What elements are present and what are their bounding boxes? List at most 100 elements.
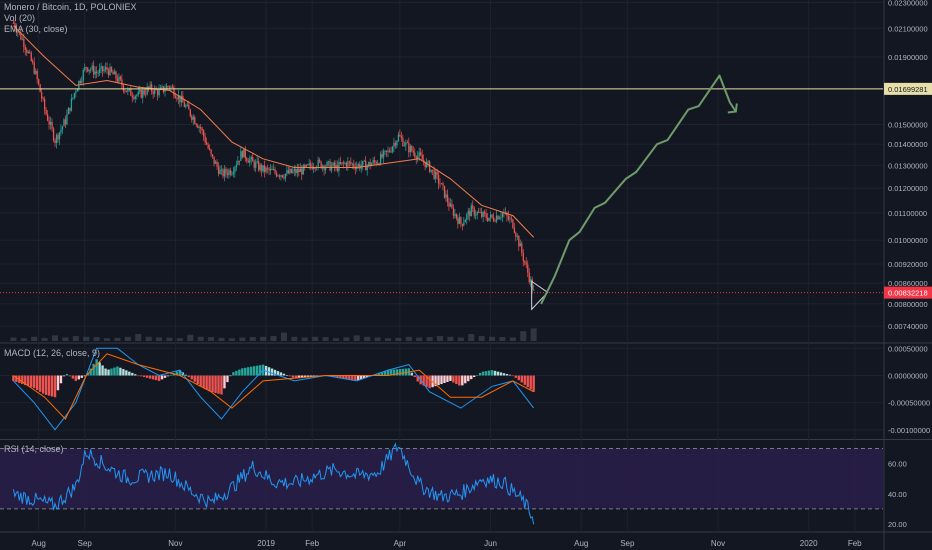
candle-body — [262, 165, 264, 172]
macd-title[interactable]: MACD (12, 26, close, 9) — [4, 348, 101, 358]
candle-body — [376, 163, 379, 165]
candle-body — [455, 213, 458, 219]
macd-histogram-bar — [125, 370, 128, 376]
candle-body — [363, 160, 365, 162]
candle-body — [214, 161, 217, 164]
macd-histogram-bar — [348, 375, 351, 380]
candle-body — [88, 69, 90, 72]
macd-histogram-bar — [410, 372, 413, 376]
macd-pane[interactable] — [12, 347, 535, 431]
symbol-title[interactable]: Monero / Bitcoin, 1D, POLONIEX — [4, 2, 137, 12]
macd-histogram-bar — [169, 374, 173, 376]
macd-histogram-bar — [505, 373, 509, 376]
volume-bar — [353, 335, 360, 341]
macd-histogram-bar — [291, 375, 295, 378]
candle-body — [152, 91, 154, 94]
candle-body — [342, 162, 345, 164]
candle-body — [329, 161, 331, 171]
macd-histogram-bar — [116, 366, 119, 376]
price-pane[interactable] — [0, 19, 883, 341]
macd-histogram-bar — [455, 375, 458, 385]
candle-body — [60, 129, 62, 133]
macd-histogram-bar — [140, 375, 143, 377]
ema-legend[interactable]: EMA (30, close) — [4, 24, 68, 34]
macd-histogram-bar — [193, 375, 196, 382]
macd-histogram-bar — [38, 375, 42, 392]
macd-histogram-bar — [217, 375, 220, 394]
macd-tick-label: 0.00000000 — [888, 372, 928, 381]
candle-body — [464, 219, 466, 223]
candle-body — [66, 114, 68, 125]
volume-bar — [437, 336, 444, 341]
macd-tick-label: -0.00100000 — [888, 426, 930, 435]
candle-body — [213, 156, 215, 164]
macd-histogram-bar — [199, 375, 202, 387]
macd-histogram-bar — [175, 371, 179, 376]
candle-body — [158, 89, 160, 96]
candle-body — [69, 107, 71, 111]
candle-body — [94, 71, 96, 75]
candle-body — [121, 79, 123, 86]
candle-body — [153, 88, 156, 94]
candle-body — [151, 84, 153, 92]
candle-body — [216, 161, 218, 167]
volume-bar — [260, 336, 267, 341]
macd-histogram-bar — [452, 375, 455, 383]
macd-histogram-bar — [21, 375, 24, 385]
x-tick-label: Nov — [168, 539, 182, 548]
candle-body — [533, 289, 535, 291]
macd-histogram-bar — [267, 367, 271, 376]
candle-body — [418, 152, 420, 156]
candle-body — [142, 90, 144, 98]
candle-body — [194, 117, 196, 124]
macd-histogram-bar — [357, 375, 360, 381]
candle-body — [427, 161, 429, 163]
candle-body — [286, 170, 288, 174]
candle-body — [301, 168, 303, 175]
candle-body — [357, 164, 359, 167]
macd-histogram-bar — [282, 373, 286, 376]
macd-histogram-bar — [306, 375, 309, 378]
candle-body — [258, 161, 260, 171]
candle-body — [478, 212, 480, 213]
vol-legend[interactable]: Vol (20) — [4, 13, 36, 23]
volume-bar — [447, 336, 454, 341]
macd-histogram-bar — [273, 369, 277, 376]
macd-histogram-bar — [523, 375, 526, 385]
volume-bar — [291, 336, 298, 341]
candle-body — [188, 104, 190, 110]
macd-histogram-bar — [62, 375, 66, 377]
candle-body — [179, 95, 181, 103]
candle-body — [177, 95, 180, 100]
candle-body — [385, 150, 388, 152]
macd-histogram-bar — [154, 375, 158, 381]
signal-line — [13, 353, 534, 420]
rsi-pane[interactable] — [0, 442, 883, 525]
macd-histogram-bar — [187, 375, 190, 378]
candle-body — [516, 236, 519, 237]
candle-body — [173, 87, 175, 97]
ema-line — [13, 25, 535, 238]
macd-histogram-bar — [104, 368, 107, 376]
candle-body — [238, 160, 241, 162]
rsi-title[interactable]: RSI (14, close) — [4, 444, 64, 454]
candle-body — [38, 79, 40, 85]
macd-histogram-bar — [309, 375, 312, 377]
candle-body — [42, 98, 44, 100]
candle-body — [27, 51, 29, 53]
macd-histogram-bar — [65, 373, 69, 376]
candle-body — [473, 207, 475, 216]
candle-body — [206, 142, 208, 145]
candle-body — [195, 123, 197, 126]
candle-body — [241, 151, 244, 158]
macd-histogram-bar — [380, 372, 384, 376]
macd-histogram-bar — [398, 369, 402, 376]
macd-histogram-bar — [288, 375, 292, 377]
candle-body — [519, 243, 521, 247]
candle-body — [231, 173, 233, 175]
candle-body — [247, 160, 249, 163]
candle-body — [112, 71, 114, 75]
candle-body — [49, 122, 52, 125]
candle-body — [35, 70, 37, 74]
